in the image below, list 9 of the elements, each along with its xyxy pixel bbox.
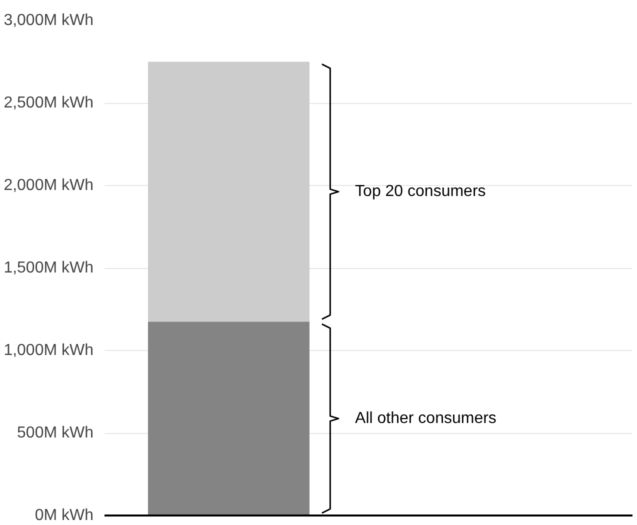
text: All other consumers — [355, 410, 496, 428]
y-tick-label: 1,500M kWh — [4, 260, 94, 276]
y-tick-label: 1,000M kWh — [4, 342, 94, 359]
y-tick-label: 500M kWh — [17, 424, 94, 442]
text: Top 20 consumers — [355, 183, 486, 200]
y-tick-label: 2,000M kWh — [4, 177, 94, 194]
y-tick-label: 0M kWh — [34, 507, 94, 524]
y-tick-label: 2,500M kWh — [4, 94, 94, 112]
y-tick-label: 3,000M kWh — [4, 12, 94, 29]
